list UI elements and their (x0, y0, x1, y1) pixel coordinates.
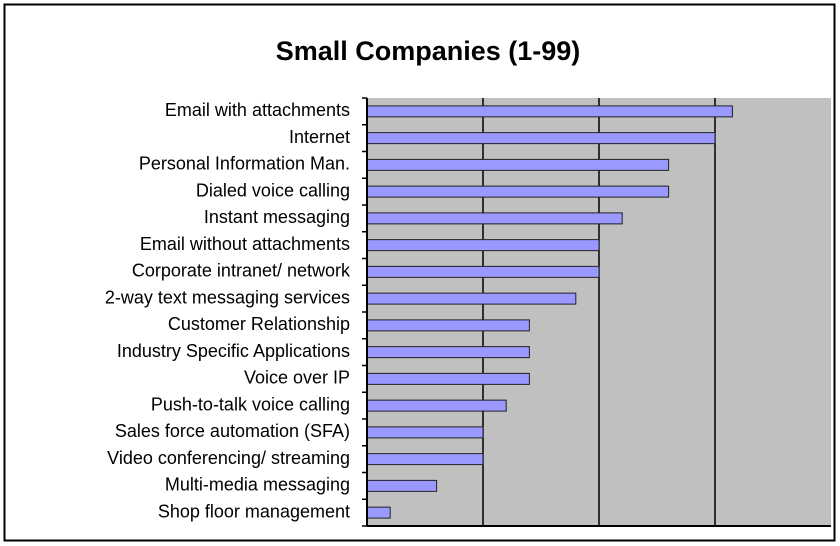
bar (366, 372, 530, 385)
bar (366, 399, 507, 412)
y-tick-label: Multi-media messaging (165, 475, 350, 495)
y-tick-label: Sales force automation (SFA) (115, 421, 350, 441)
y-tick-label: Shop floor management (158, 501, 350, 521)
y-tick-label: Industry Specific Applications (117, 341, 350, 361)
y-tick-label: Email without attachments (140, 234, 350, 254)
bar (366, 506, 391, 519)
y-tick-label: Instant messaging (204, 207, 350, 227)
bar (366, 319, 530, 332)
bar (366, 132, 716, 145)
y-tick-label: Personal Information Man. (139, 154, 350, 174)
y-tick-label: Push-to-talk voice calling (151, 394, 350, 414)
y-tick-label: Email with attachments (165, 100, 350, 120)
bar (366, 292, 577, 305)
bar (366, 212, 623, 225)
chart-title: Small Companies (1-99) (276, 36, 581, 66)
y-tick-label: Customer Relationship (168, 314, 350, 334)
y-tick-label: Video conferencing/ streaming (107, 448, 350, 468)
bar (366, 158, 670, 171)
bar (366, 265, 600, 278)
bar (366, 346, 530, 359)
bar (366, 185, 670, 198)
y-tick-label: Internet (289, 127, 350, 147)
bar (366, 426, 484, 439)
y-tick-label: Voice over IP (244, 368, 350, 388)
bar (366, 239, 600, 252)
y-tick-label: Corporate intranet/ network (132, 261, 351, 281)
bar (366, 453, 484, 466)
y-tick-label: Dialed voice calling (196, 180, 350, 200)
bar (366, 105, 733, 118)
y-tick-label: 2-way text messaging services (105, 287, 350, 307)
bar (366, 479, 438, 492)
